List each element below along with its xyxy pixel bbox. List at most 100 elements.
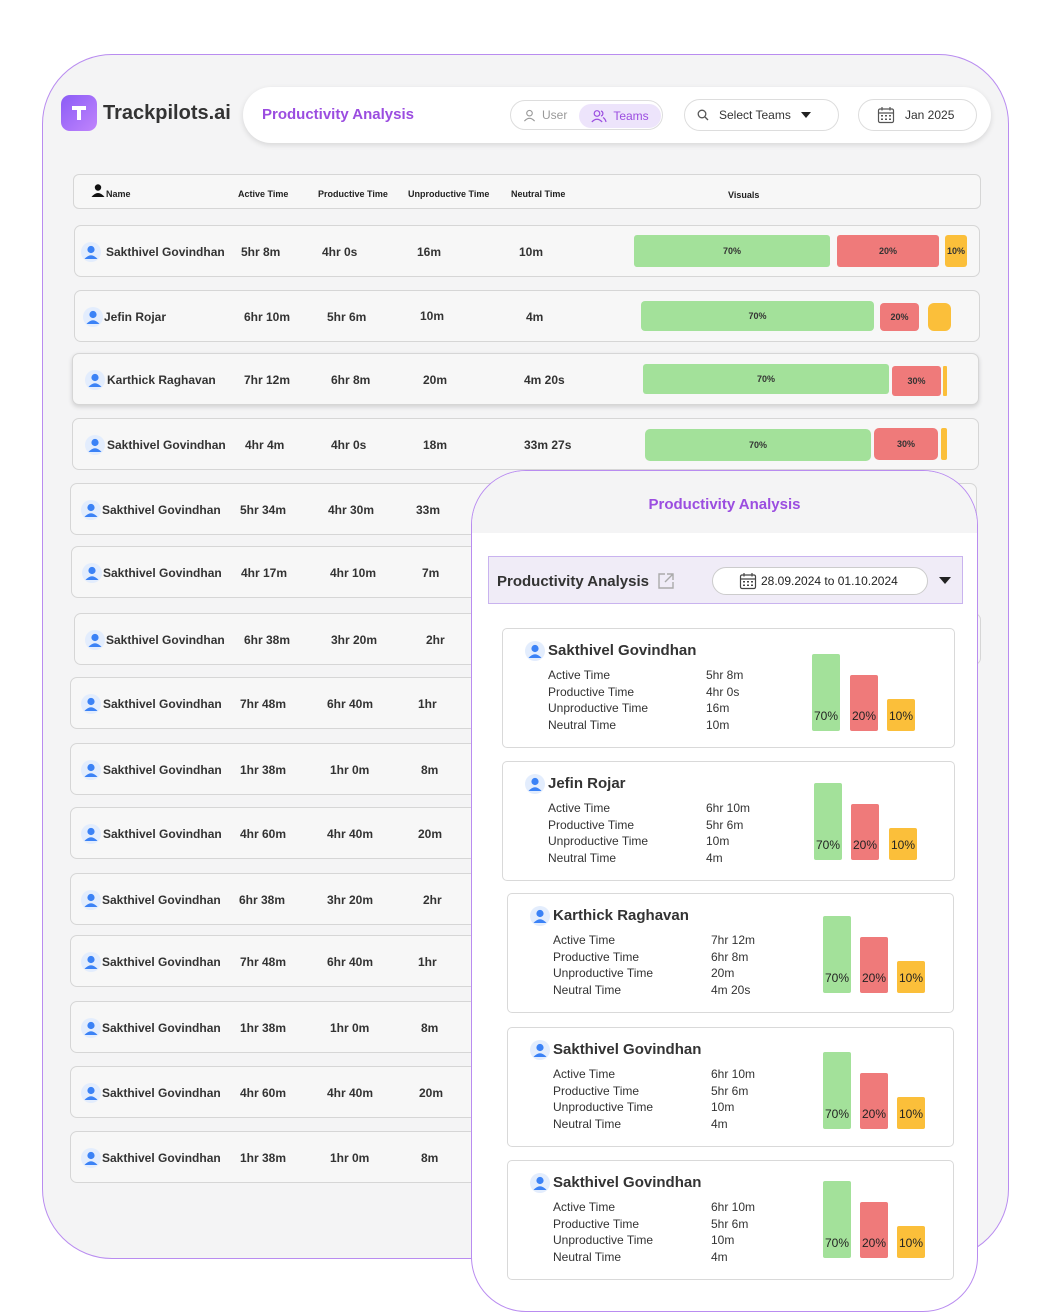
value-active-time: 7hr 12m [711, 933, 756, 947]
active-time: 6hr 38m [244, 633, 291, 647]
unproductive-bar: 20% [851, 804, 879, 860]
unproductive-bar: 20% [850, 675, 878, 731]
header-productive-time: Productive Time [318, 189, 388, 199]
avatar-icon [525, 774, 545, 799]
avatar-icon [83, 307, 103, 330]
label-neutral-time: Neutral Time [553, 1249, 622, 1264]
label-neutral-time: Neutral Time [553, 1116, 622, 1131]
user-card[interactable]: Sakthivel Govindhan Active Time Producti… [502, 628, 955, 748]
date-range-picker[interactable]: 28.09.2024 to 01.10.2024 [712, 567, 928, 595]
active-time: 6hr 10m [244, 310, 291, 324]
label-active-time: Active Time [548, 801, 611, 815]
table-row[interactable]: Sakthivel Govindhan 4hr 4m 4hr 0s 18m 33… [72, 418, 979, 470]
select-teams-dropdown[interactable]: Select Teams [684, 99, 839, 131]
avatar-icon [81, 824, 101, 847]
user-name: Sakthivel Govindhan [102, 1151, 221, 1165]
unproductive-time: 20m [423, 373, 448, 387]
caret-down-icon [800, 112, 811, 118]
value-neutral-time: 4m 20s [711, 982, 751, 997]
avatar-icon [525, 641, 545, 666]
user-card[interactable]: Sakthivel Govindhan Active Time Producti… [507, 1027, 954, 1147]
user-card[interactable]: Jefin Rojar Active Time Productive Time … [502, 761, 955, 881]
person-icon [91, 184, 105, 197]
card-user-name: Karthick Raghavan [553, 907, 689, 924]
neutral-bar: 10% [887, 699, 915, 731]
productive-time: 4hr 30m [328, 503, 375, 517]
neutral-bar: 10% [897, 1097, 925, 1129]
unproductive-time: 16m [417, 245, 442, 259]
label-unproductive-time: Unproductive Time [548, 834, 649, 848]
user-name: Sakthivel Govindhan [102, 893, 221, 907]
productive-time: 1hr 0m [330, 1151, 370, 1165]
active-time: 1hr 38m [240, 763, 287, 777]
user-name: Sakthivel Govindhan [103, 827, 222, 841]
productive-bar: 70% [823, 1181, 851, 1258]
table-row[interactable]: Sakthivel Govindhan 5hr 8m 4hr 0s 16m 10… [74, 225, 980, 277]
user-card[interactable]: Karthick Raghavan Active Time Productive… [507, 893, 954, 1013]
card-user-name: Sakthivel Govindhan [553, 1174, 702, 1191]
value-unproductive-time: 10m [711, 1100, 735, 1114]
label-productive-time: Productive Time [548, 817, 635, 832]
active-time: 4hr 60m [240, 1086, 287, 1100]
avatar-icon [81, 694, 101, 717]
avatar-icon [85, 370, 105, 393]
metric-labels: Active Time Productive Time Unproductive… [548, 667, 648, 733]
user-teams-toggle: User Teams [510, 100, 663, 130]
toggle-teams[interactable]: Teams [579, 104, 661, 128]
label-unproductive-time: Unproductive Time [548, 701, 649, 715]
productive-bar: 70% [643, 364, 889, 394]
table-header: Name Active Time Productive Time Unprodu… [73, 174, 981, 209]
label-unproductive-time: Unproductive Time [553, 1100, 654, 1114]
avatar-icon [85, 630, 105, 653]
table-row[interactable]: Karthick Raghavan 7hr 12m 6hr 8m 20m 4m … [72, 353, 979, 405]
toggle-user[interactable]: User [523, 108, 567, 122]
label-active-time: Active Time [553, 1200, 616, 1214]
overlay-header: Productivity Analysis [472, 471, 977, 533]
productive-time: 5hr 6m [327, 310, 367, 324]
month-picker[interactable]: Jan 2025 [858, 99, 977, 131]
external-link-icon[interactable] [657, 572, 675, 595]
neutral-bar [928, 303, 951, 331]
user-name: Sakthivel Govindhan [102, 1086, 221, 1100]
table-row[interactable]: Jefin Rojar 6hr 10m 5hr 6m 10m 4m 70% 20… [74, 290, 980, 342]
unproductive-time: 18m [423, 438, 448, 452]
teams-icon [591, 110, 607, 123]
productive-bar: 70% [812, 654, 840, 731]
productive-bar: 70% [814, 783, 842, 860]
active-time: 4hr 60m [240, 827, 287, 841]
logo-icon [61, 95, 97, 131]
active-time: 7hr 48m [240, 955, 287, 969]
avatar-icon [81, 890, 101, 913]
value-unproductive-time: 16m [706, 701, 730, 715]
label-productive-time: Productive Time [548, 684, 635, 699]
unproductive-time: 10m [420, 309, 445, 323]
unproductive-bar: 30% [892, 366, 941, 396]
value-active-time: 6hr 10m [711, 1067, 756, 1081]
value-unproductive-time: 20m [711, 966, 735, 980]
user-name: Sakthivel Govindhan [103, 763, 222, 777]
active-time: 4hr 4m [245, 438, 285, 452]
productive-time: 1hr 0m [330, 763, 370, 777]
productive-time: 3hr 20m [327, 893, 374, 907]
header-name: Name [106, 189, 131, 199]
avatar-icon [81, 1148, 101, 1171]
app-logo[interactable]: Trackpilots.ai [61, 95, 231, 131]
unproductive-time: 1hr [418, 955, 437, 969]
metric-values: 5hr 8m 4hr 0s 16m 10m [706, 667, 743, 733]
avatar-icon [530, 1173, 550, 1198]
metric-labels: Active Time Productive Time Unproductive… [553, 1066, 653, 1132]
label-neutral-time: Neutral Time [553, 982, 622, 997]
productivity-analysis-bar: Productivity Analysis 28.09.2024 to 01.1… [488, 556, 963, 604]
unproductive-time: 2hr [426, 633, 445, 647]
toggle-teams-label: Teams [613, 109, 649, 123]
user-card[interactable]: Sakthivel Govindhan Active Time Producti… [507, 1160, 954, 1280]
value-productive-time: 6hr 8m [711, 949, 749, 964]
caret-down-icon[interactable] [939, 577, 951, 584]
panel-label: Productivity Analysis [497, 573, 649, 590]
calendar-icon [739, 573, 757, 590]
search-icon [697, 109, 709, 121]
productive-time: 4hr 0s [331, 438, 367, 452]
active-time: 7hr 48m [240, 697, 287, 711]
month-label: Jan 2025 [905, 108, 955, 122]
neutral-bar: 10% [897, 961, 925, 993]
